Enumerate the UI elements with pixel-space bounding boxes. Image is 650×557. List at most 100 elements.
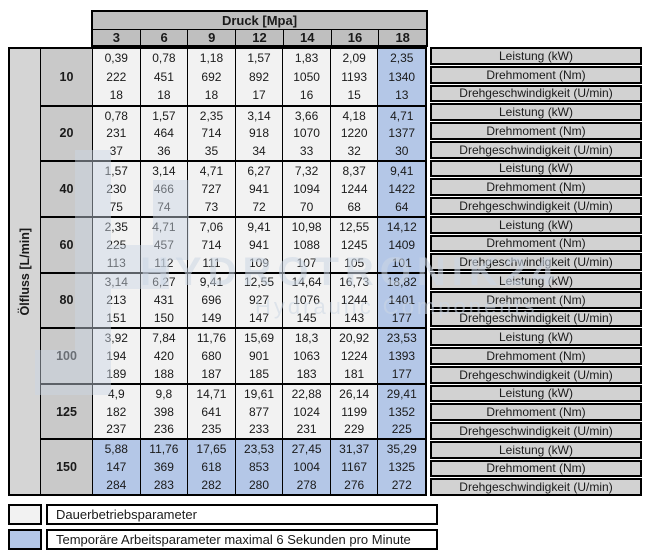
- data-value: 17: [252, 88, 266, 103]
- data-value: 853: [249, 460, 270, 475]
- data-value: 22,88: [291, 386, 322, 401]
- data-cell: 3,14 466 74: [140, 162, 189, 216]
- row-label-cell: Drehgeschwindigkeit (U/min): [430, 253, 642, 271]
- data-value: 237: [106, 422, 127, 437]
- data-value: 692: [201, 69, 222, 84]
- pressure-header-cell: 9: [188, 29, 237, 45]
- data-value: 641: [201, 404, 222, 419]
- data-value: 181: [344, 366, 365, 381]
- pressure-axis-title: Druck [Mpa]: [93, 12, 426, 30]
- row-label-cell: Leistung (kW): [430, 159, 642, 178]
- data-value: 26,14: [339, 386, 370, 401]
- data-value: 1063: [293, 348, 320, 363]
- data-value: 12,55: [339, 219, 370, 234]
- data-cell: 11,76 680 187: [188, 329, 236, 383]
- flow-axis-title-cell: Ölfluss [L/min]: [10, 49, 41, 494]
- data-value: 918: [249, 126, 270, 141]
- data-value: 618: [201, 460, 222, 475]
- data-cell: 26,14 1199 229: [330, 384, 379, 439]
- data-cell: 23,53 853 280: [235, 440, 284, 494]
- data-cell: 1,57 464 36: [140, 106, 189, 161]
- data-value: 112: [154, 255, 174, 270]
- data-value: 29,41: [386, 386, 417, 401]
- data-value: 72: [252, 199, 266, 214]
- data-value: 466: [153, 182, 174, 197]
- data-value: 877: [249, 404, 270, 419]
- data-value: 105: [344, 255, 365, 270]
- data-value: 213: [106, 293, 127, 308]
- data-value: 15,69: [244, 331, 275, 346]
- data-value: 1393: [388, 348, 416, 363]
- data-cell: 22,88 1024 231: [283, 384, 331, 439]
- data-value: 680: [201, 348, 222, 363]
- data-value: 369: [153, 460, 174, 475]
- data-value: 1377: [388, 126, 416, 141]
- data-value: 11,76: [149, 442, 179, 457]
- data-value: 185: [249, 366, 270, 381]
- flow-header-cell: 80: [41, 273, 93, 328]
- data-cell: 14,12 1409 101: [378, 217, 426, 272]
- data-value: 3,92: [104, 331, 128, 346]
- row-label-cell: Drehmoment (Nm): [430, 403, 642, 421]
- data-value: 33: [299, 144, 314, 159]
- data-cell: 18,82 1401 177: [378, 273, 426, 328]
- data-value: 147: [106, 460, 127, 475]
- data-value: 284: [106, 478, 127, 493]
- data-value: 1244: [340, 293, 368, 308]
- data-value: 149: [201, 311, 222, 326]
- data-cell: 9,41 1422 64: [378, 162, 426, 216]
- row-label-cell: Drehmoment (Nm): [430, 459, 642, 478]
- data-value: 1004: [293, 460, 320, 475]
- data-cell: 16,73 1244 143: [330, 273, 379, 328]
- data-value: 457: [153, 237, 174, 252]
- data-value: 1409: [388, 237, 416, 252]
- data-value: 464: [153, 126, 174, 141]
- row-label-cell: Leistung (kW): [430, 272, 642, 290]
- data-value: 183: [296, 366, 317, 381]
- data-cell: 1,57 892 17: [235, 49, 284, 105]
- data-value: 231: [106, 126, 127, 141]
- data-value: 9,41: [247, 219, 271, 234]
- flow-group-row: 100 3,92 194 189 7,84 420 188 11,76 680 187 15,69 9…: [41, 327, 426, 383]
- data-cell: 8,37 1244 68: [330, 162, 379, 216]
- data-value: 231: [296, 422, 317, 437]
- row-label-cell: Drehgeschwindigkeit (U/min): [430, 422, 642, 440]
- data-value: 451: [153, 69, 174, 84]
- data-cell: 3,14 918 34: [235, 106, 284, 161]
- legend-swatch-blue: [8, 529, 42, 550]
- pressure-header-cell: 18: [379, 29, 427, 45]
- data-cell: 23,53 1393 177: [378, 329, 426, 383]
- data-value: 20,92: [339, 331, 370, 346]
- data-value: 2,35: [199, 108, 224, 123]
- data-value: 37: [109, 144, 123, 159]
- data-value: 1,18: [199, 51, 224, 66]
- data-value: 235: [201, 422, 222, 437]
- data-value: 230: [106, 182, 127, 197]
- data-value: 30: [395, 144, 409, 159]
- data-value: 34: [252, 144, 266, 159]
- row-label-cell: Drehmoment (Nm): [430, 234, 642, 253]
- data-value: 225: [391, 422, 412, 437]
- data-value: 927: [249, 293, 270, 308]
- data-value: 714: [201, 237, 222, 252]
- row-label-cell: Drehmoment (Nm): [430, 178, 642, 196]
- data-value: 27,45: [291, 442, 322, 457]
- flow-group-row: 125 4,9 182 237 9,8 398 236 14,71 641 235 19,61 877…: [41, 382, 426, 439]
- data-value: 3,14: [247, 108, 271, 123]
- data-value: 7,06: [199, 219, 224, 234]
- data-value: 23,53: [244, 442, 275, 457]
- data-value: 901: [249, 348, 270, 363]
- row-label-cell: Drehmoment (Nm): [430, 290, 642, 309]
- data-value: 35,29: [386, 442, 417, 457]
- flow-header-cell: 20: [41, 106, 93, 161]
- data-cell: 14,71 641 235: [188, 384, 236, 439]
- data-cell: 4,71 727 73: [188, 162, 236, 216]
- data-value: 182: [106, 404, 127, 419]
- flow-group-row: 40 1,57 230 75 3,14 466 74 4,71 727 73 6,27 941 72 7,…: [41, 160, 426, 216]
- data-value: 35: [204, 144, 219, 159]
- data-value: 431: [153, 293, 174, 308]
- flow-header-cell: 125: [41, 384, 93, 439]
- data-value: 0,78: [152, 51, 176, 66]
- data-value: 1,57: [247, 51, 271, 66]
